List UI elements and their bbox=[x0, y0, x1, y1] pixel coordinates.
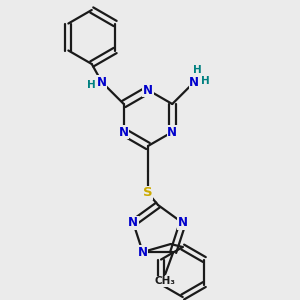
Text: S: S bbox=[143, 187, 153, 200]
Text: N: N bbox=[178, 217, 188, 230]
Text: H: H bbox=[201, 76, 210, 86]
Text: H: H bbox=[87, 80, 96, 90]
Text: CH₃: CH₃ bbox=[155, 276, 176, 286]
Text: N: N bbox=[167, 125, 177, 139]
Text: N: N bbox=[138, 245, 148, 259]
Text: N: N bbox=[189, 76, 199, 88]
Text: N: N bbox=[143, 83, 153, 97]
Text: N: N bbox=[128, 217, 138, 230]
Text: N: N bbox=[119, 125, 129, 139]
Text: N: N bbox=[97, 76, 107, 88]
Text: H: H bbox=[193, 65, 202, 75]
